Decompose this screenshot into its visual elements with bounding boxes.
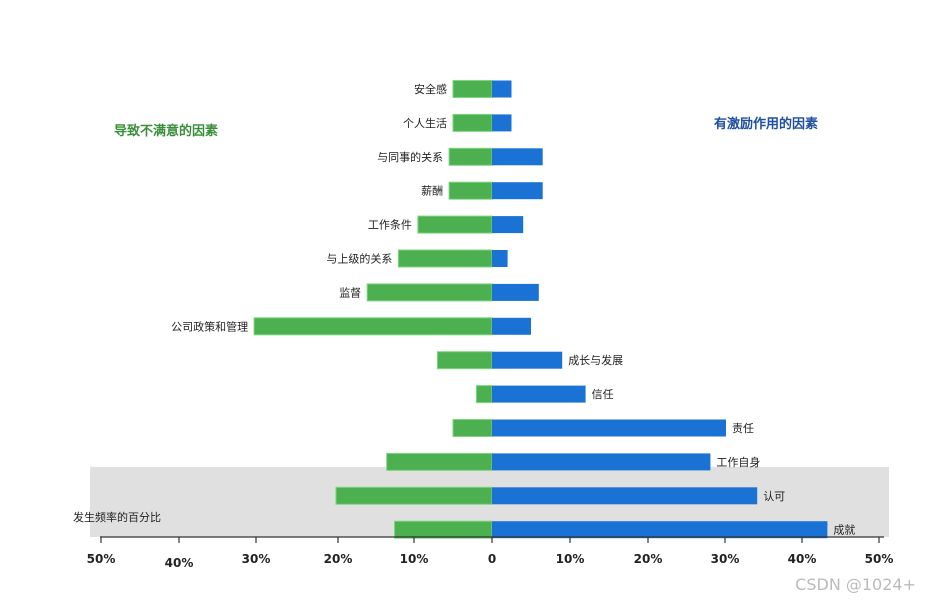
motivator-bar xyxy=(492,250,508,267)
dissatisfier-bar xyxy=(386,452,493,471)
tick-label: 10% xyxy=(400,552,429,566)
tick-label: 50% xyxy=(87,552,116,566)
factor-label: 工作自身 xyxy=(716,455,760,469)
dissatisfier-bar xyxy=(452,80,493,98)
factor-label: 与同事的关系 xyxy=(377,150,443,164)
dissatisfier-bar xyxy=(366,283,493,302)
motivator-bar xyxy=(492,283,539,301)
tick-label: 0 xyxy=(488,552,496,566)
factor-label: 工作条件 xyxy=(368,218,412,232)
factor-label: 成就 xyxy=(833,523,855,537)
factor-label: 个人生活 xyxy=(403,116,447,130)
axis-label: 发生频率的百分比 xyxy=(73,510,161,524)
dissatisfier-bar xyxy=(475,385,493,404)
factor-label: 与上级的关系 xyxy=(326,252,392,266)
bars-group: 安全感个人生活与同事的关系薪酬工作条件与上级的关系监督公司政策和管理成长与发展信… xyxy=(171,80,855,539)
dissatisfier-bar xyxy=(394,520,493,539)
dissatisfier-bar xyxy=(452,113,493,132)
motivator-bar xyxy=(492,385,586,403)
tick-label: 20% xyxy=(634,552,663,566)
dissatisfier-bar xyxy=(448,147,493,166)
factor-label: 认可 xyxy=(763,490,785,503)
dissatisfier-bar xyxy=(417,215,493,234)
motivator-bar xyxy=(492,487,758,505)
factor-label: 监督 xyxy=(339,285,361,299)
tick-label: 10% xyxy=(556,552,585,566)
factor-label: 信任 xyxy=(592,388,614,401)
tick-label: 30% xyxy=(711,552,740,566)
tick-label: 40% xyxy=(165,556,194,570)
motivator-bar xyxy=(492,351,563,369)
motivator-bar xyxy=(492,182,543,200)
watermark: CSDN @1024+ xyxy=(795,575,916,594)
motivator-bar xyxy=(492,317,531,335)
tick-label: 20% xyxy=(324,552,353,566)
factor-label: 安全感 xyxy=(414,82,447,96)
tick-label: 30% xyxy=(242,552,271,566)
factor-label: 责任 xyxy=(732,422,754,435)
dissatisfier-bar xyxy=(253,317,493,336)
motivator-bar xyxy=(492,419,726,437)
motivator-bar xyxy=(492,114,512,132)
tick-label: 50% xyxy=(865,552,894,566)
tick-label: 40% xyxy=(788,552,817,566)
right-heading: 有激励作用的因素 xyxy=(714,116,818,132)
dissatisfier-bar xyxy=(452,419,493,437)
motivator-bar xyxy=(492,80,512,98)
motivator-bar xyxy=(492,148,543,166)
factor-label: 成长与发展 xyxy=(568,353,623,367)
dissatisfier-bar xyxy=(436,351,493,370)
factor-label: 公司政策和管理 xyxy=(171,319,248,333)
motivator-bar xyxy=(492,521,828,539)
left-heading: 导致不满意的因素 xyxy=(114,123,218,139)
dissatisfier-bar xyxy=(448,181,493,200)
dissatisfier-bar xyxy=(397,249,493,268)
x-axis: 50% 40% 30% 20% 10% 0 10% 20% 30% 40% 50% xyxy=(87,536,894,570)
factor-label: 薪酬 xyxy=(421,185,443,198)
motivator-bar xyxy=(492,453,711,471)
motivator-bar xyxy=(492,216,524,234)
dissatisfier-bar xyxy=(335,486,493,505)
